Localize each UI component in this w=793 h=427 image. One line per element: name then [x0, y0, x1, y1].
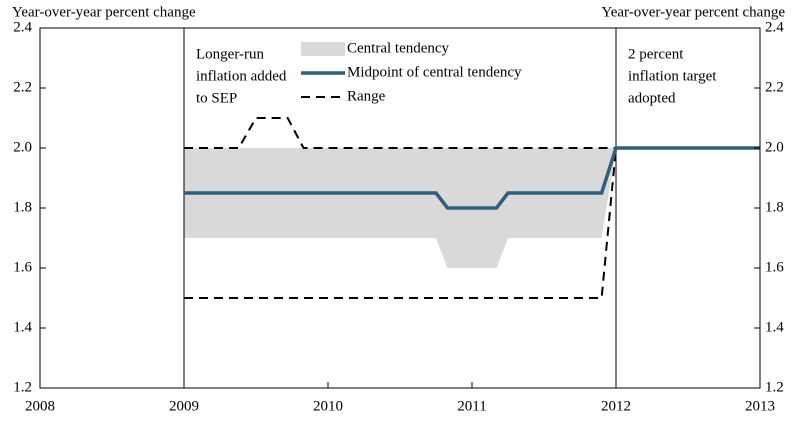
legend-label: Central tendency: [347, 40, 450, 56]
y-axis-label: Year-over-year percent change: [12, 4, 196, 20]
y-tick-label: 1.8: [13, 199, 32, 215]
y2-axis-label: Year-over-year percent change: [601, 4, 785, 20]
y-tick-label: 2.4: [13, 19, 32, 35]
annotation-text: adopted: [628, 90, 676, 106]
x-tick-label: 2010: [313, 398, 343, 414]
y2-tick-label: 1.6: [765, 259, 784, 275]
annotation-text: Longer-run: [196, 46, 265, 62]
annotation-text: to SEP: [196, 90, 237, 106]
y-tick-label: 1.4: [13, 319, 32, 335]
y2-tick-label: 2.0: [765, 139, 784, 155]
y-tick-label: 1.6: [13, 259, 32, 275]
x-tick-label: 2009: [169, 398, 199, 414]
y2-tick-label: 2.2: [765, 79, 784, 95]
annotation-text: inflation added: [196, 68, 287, 84]
annotation-text: inflation target: [628, 68, 717, 84]
y2-tick-label: 2.4: [765, 19, 784, 35]
legend-swatch: [301, 42, 345, 56]
x-tick-label: 2008: [25, 398, 55, 414]
x-tick-label: 2013: [745, 398, 775, 414]
y2-tick-label: 1.2: [765, 379, 784, 395]
y-tick-label: 2.2: [13, 79, 32, 95]
central-tendency-band: [184, 148, 616, 268]
x-tick-label: 2012: [601, 398, 631, 414]
legend-label: Range: [347, 88, 386, 104]
line-series: [184, 146, 760, 210]
line-series: [184, 147, 617, 299]
annotation-text: 2 percent: [628, 46, 684, 62]
y2-tick-label: 1.8: [765, 199, 784, 215]
y2-tick-label: 1.4: [765, 319, 784, 335]
legend-label: Midpoint of central tendency: [347, 64, 522, 80]
y-tick-label: 2.0: [13, 139, 32, 155]
x-tick-label: 2011: [457, 398, 486, 414]
line-series: [184, 117, 616, 149]
y-tick-label: 1.2: [13, 379, 32, 395]
